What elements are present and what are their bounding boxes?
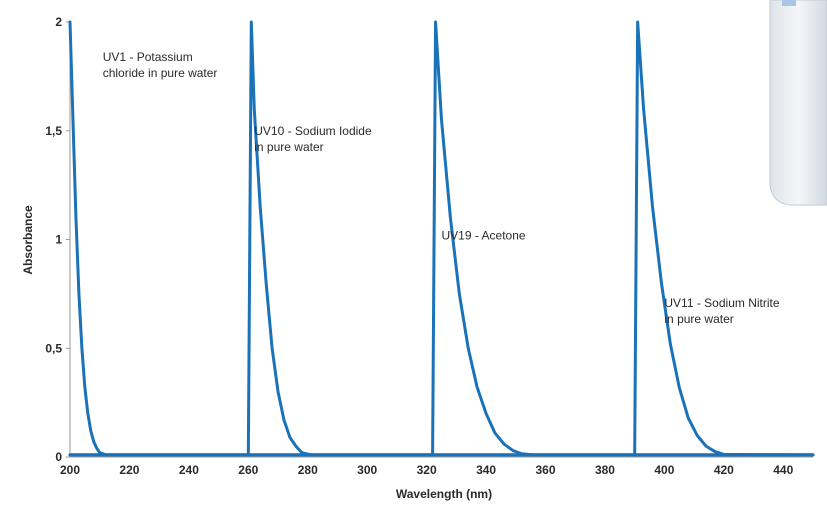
series-label-2: UV10 - Sodium Iodide [254,124,372,138]
axes: 200 220 240 260 280 300 320 340 360 380 400 420 440 0… [45,15,813,477]
series-labels: UV1 - Potassium chloride in pure water UV1… [103,50,780,326]
series-label-3: UV19 - Acetone [442,229,526,243]
y-tick-label: 1,5 [45,124,62,138]
y-tick-label: 2 [55,15,62,29]
x-tick-label: 240 [179,463,199,477]
x-tick-label: 340 [476,463,496,477]
y-tick-label: 0,5 [45,341,62,355]
x-tick-label: 360 [536,463,556,477]
series-label-1: UV1 - Potassium [103,50,193,64]
series-line-2 [68,20,815,457]
x-tick-label: 380 [595,463,615,477]
x-axis-title: Wavelength (nm) [396,487,492,501]
x-tick-label: 280 [298,463,318,477]
series-layer [68,20,815,457]
series-line-1 [68,20,815,457]
x-tick-label: 220 [119,463,139,477]
cuvette-image [769,0,827,206]
x-tick-label: 200 [60,463,80,477]
x-tick-label: 400 [654,463,674,477]
x-tick-label: 320 [417,463,437,477]
x-tick-label: 260 [238,463,258,477]
series-line-3 [68,20,815,457]
y-tick-label: 0 [55,450,62,464]
y-axis-title: Absorbance [21,205,35,275]
y-tick-label: 1 [55,233,62,247]
x-tick-label: 440 [773,463,793,477]
x-tick-label: 420 [714,463,734,477]
series-label-2: in pure water [254,140,323,154]
series-label-1: chloride in pure water [103,66,218,80]
series-label-4: in pure water [664,312,733,326]
series-line-4 [68,20,815,457]
x-tick-label: 300 [357,463,377,477]
series-label-4: UV11 - Sodium Nitrite [664,296,779,310]
